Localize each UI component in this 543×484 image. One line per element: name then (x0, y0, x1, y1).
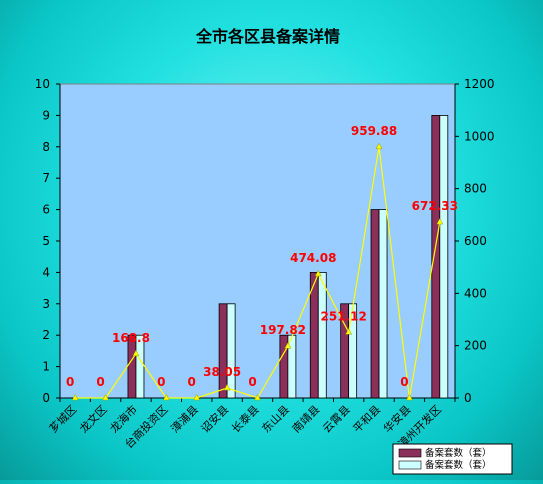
line-point-0 (71, 393, 79, 401)
left-tick-label: 10 (35, 77, 50, 91)
line-point-3 (162, 393, 170, 401)
data-label-11: 0 (400, 375, 408, 389)
right-tick-label: 800 (464, 182, 487, 196)
data-label-5: 38.05 (203, 365, 241, 379)
data-label-12: 672.33 (412, 199, 458, 213)
chart-title: 全市各区县备案详情 (195, 27, 340, 46)
x-category-label-6: 长泰县 (228, 402, 261, 435)
plot-area (59, 83, 456, 399)
x-category-label-0: 芗城区 (47, 403, 80, 436)
data-label-4: 0 (188, 375, 196, 389)
x-axis-labels: 芗城区龙文区龙海市台商投资区漳浦县诏安县长泰县东山县南靖县云霄县平和县华安县漳州… (47, 402, 444, 451)
bar-2-2 (135, 334, 145, 399)
right-tick-label: 1200 (464, 77, 495, 91)
line-point-8 (314, 269, 322, 277)
x-category-label-10: 平和县 (351, 403, 384, 436)
x-category-label-9: 云霄县 (320, 403, 353, 436)
left-tick-label: 3 (42, 297, 50, 311)
data-label-9: 251.12 (320, 309, 366, 323)
line-point-7 (284, 342, 292, 349)
x-category-label-4: 漳浦县 (168, 402, 201, 435)
line-point-2 (132, 349, 140, 357)
data-label-10: 959.88 (351, 124, 397, 138)
line-series (71, 142, 444, 401)
left-tick-label: 6 (42, 203, 50, 217)
line-point-9 (345, 328, 353, 335)
right-tick-label: 600 (464, 234, 487, 248)
data-label-1: 0 (96, 375, 104, 389)
line-point-10 (375, 142, 383, 150)
data-label-3: 0 (157, 375, 165, 389)
left-tick-label: 8 (42, 140, 50, 154)
data-label-6: 0 (248, 375, 256, 389)
bar-2-8 (317, 271, 327, 399)
left-tick-label: 2 (42, 328, 50, 342)
legend: 备案套数（套） 备案套数（套） (392, 443, 513, 475)
data-label-0: 0 (66, 375, 74, 389)
line-point-4 (193, 393, 201, 401)
right-axis: 0 200 400 600 800 1000 1200 (454, 77, 495, 405)
left-tick-label: 5 (42, 234, 50, 248)
line-point-12 (436, 218, 444, 225)
legend-swatch-2 (398, 460, 422, 470)
bar-2-5 (226, 303, 236, 399)
right-tick-label: 400 (464, 286, 487, 300)
right-tick-label: 0 (464, 391, 472, 405)
bar-2-10 (378, 209, 388, 399)
bar-1-5 (218, 303, 228, 399)
line-point-6 (254, 393, 261, 401)
line-point-5 (223, 384, 231, 391)
line-point-1 (102, 393, 109, 401)
left-tick-label: 1 (42, 360, 50, 374)
legend-label-2: 备案套数（套） (425, 459, 492, 471)
right-tick-label: 1000 (464, 129, 495, 143)
x-category-label-5: 诏安县 (198, 402, 231, 435)
legend-label-1: 备案套数（套） (425, 447, 492, 459)
line-point-11 (406, 393, 413, 401)
bar-2-9 (348, 303, 358, 399)
left-tick-label: 0 (42, 391, 50, 405)
bar-1-12 (431, 115, 441, 399)
bar-2-12 (439, 115, 449, 399)
bar-series (127, 115, 449, 399)
data-label-8: 474.08 (290, 251, 336, 265)
left-tick-label: 7 (42, 171, 50, 185)
x-category-label-7: 东山县 (259, 403, 292, 436)
x-category-label-1: 龙文区 (76, 402, 109, 435)
left-tick-label: 4 (42, 265, 50, 279)
right-tick-label: 200 (464, 339, 487, 353)
legend-swatch-1 (398, 448, 422, 458)
data-label-7: 197.82 (260, 323, 306, 337)
left-tick-label: 9 (42, 108, 50, 122)
bar-1-10 (370, 209, 380, 399)
x-category-label-8: 南靖县 (290, 403, 323, 436)
data-label-2: 168.8 (112, 331, 150, 345)
data-labels: 0 0 168.8 0 0 38.05 0 197.82 474.08 251.12 959.88 0… (66, 124, 458, 389)
